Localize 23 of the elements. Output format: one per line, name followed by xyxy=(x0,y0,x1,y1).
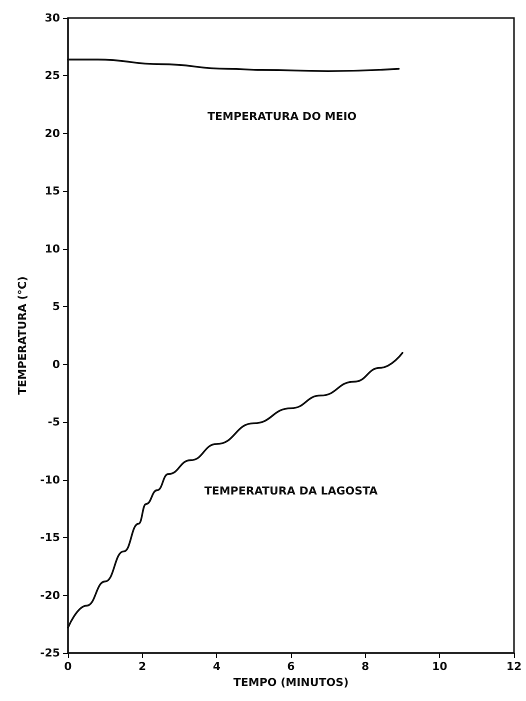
y-axis-title: TEMPERATURA (°C) xyxy=(16,276,29,395)
y-tick-label: -15 xyxy=(40,531,60,544)
y-tick-label: 5 xyxy=(52,300,60,314)
x-tick-label: 4 xyxy=(212,660,221,673)
y-tick-label: -20 xyxy=(40,588,60,602)
y-tick-label: 20 xyxy=(44,126,60,140)
x-tick-label: 2 xyxy=(138,660,146,673)
y-tick-label: 25 xyxy=(44,69,60,82)
x-tick-label: 0 xyxy=(64,660,72,673)
y-tick-label: -25 xyxy=(40,646,60,660)
y-tick-label: -5 xyxy=(48,416,60,429)
x-tick-label: 6 xyxy=(287,660,296,673)
y-tick-label: 30 xyxy=(44,12,60,24)
y-tick-label: 10 xyxy=(44,242,60,256)
annotation: TEMPERATURA DO MEIO xyxy=(208,110,357,123)
y-tick-label: 0 xyxy=(52,358,60,371)
x-tick-label: 8 xyxy=(362,660,370,673)
x-tick-label: 12 xyxy=(506,660,522,673)
x-tick-label: 10 xyxy=(432,660,448,673)
y-tick-label: 15 xyxy=(44,184,60,198)
y-tick-label: -10 xyxy=(40,473,60,486)
annotation: TEMPERATURA DA LAGOSTA xyxy=(204,484,378,498)
x-axis-title: TEMPO (MINUTOS) xyxy=(233,676,349,689)
